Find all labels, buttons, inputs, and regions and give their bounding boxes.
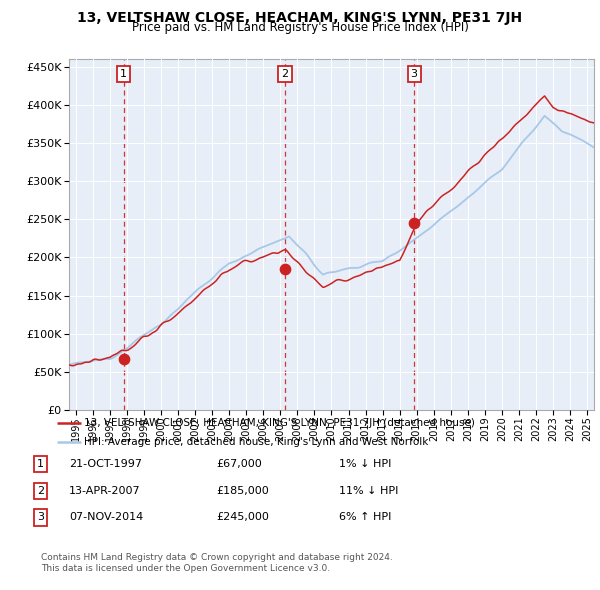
Text: 11% ↓ HPI: 11% ↓ HPI: [339, 486, 398, 496]
Text: 6% ↑ HPI: 6% ↑ HPI: [339, 513, 391, 522]
Text: 1: 1: [120, 69, 127, 79]
Text: 13, VELTSHAW CLOSE, HEACHAM, KING'S LYNN, PE31 7JH: 13, VELTSHAW CLOSE, HEACHAM, KING'S LYNN…: [77, 11, 523, 25]
Text: Price paid vs. HM Land Registry's House Price Index (HPI): Price paid vs. HM Land Registry's House …: [131, 21, 469, 34]
Text: £185,000: £185,000: [216, 486, 269, 496]
Text: 2: 2: [37, 486, 44, 496]
Text: 2: 2: [281, 69, 289, 79]
Text: 07-NOV-2014: 07-NOV-2014: [69, 513, 143, 522]
Text: 3: 3: [410, 69, 418, 79]
Text: 1% ↓ HPI: 1% ↓ HPI: [339, 460, 391, 469]
Text: HPI: Average price, detached house, King's Lynn and West Norfolk: HPI: Average price, detached house, King…: [85, 437, 429, 447]
Text: This data is licensed under the Open Government Licence v3.0.: This data is licensed under the Open Gov…: [41, 565, 330, 573]
Point: [280, 264, 290, 274]
Text: 13, VELTSHAW CLOSE, HEACHAM, KING'S LYNN, PE31 7JH (detached house): 13, VELTSHAW CLOSE, HEACHAM, KING'S LYNN…: [85, 418, 475, 428]
Text: 3: 3: [37, 513, 44, 522]
Text: £245,000: £245,000: [216, 513, 269, 522]
Text: 21-OCT-1997: 21-OCT-1997: [69, 460, 142, 469]
Text: £67,000: £67,000: [216, 460, 262, 469]
Text: Contains HM Land Registry data © Crown copyright and database right 2024.: Contains HM Land Registry data © Crown c…: [41, 553, 392, 562]
Text: 1: 1: [37, 460, 44, 469]
Text: 13-APR-2007: 13-APR-2007: [69, 486, 140, 496]
Point: [409, 218, 419, 228]
Point: [119, 354, 128, 363]
